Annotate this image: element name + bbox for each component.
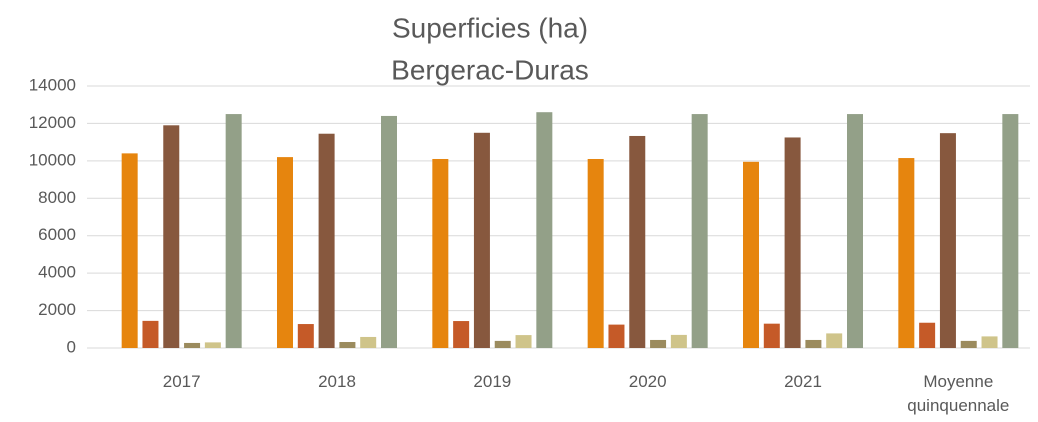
x-tick-label: 2019 <box>473 372 512 391</box>
bar <box>847 114 863 348</box>
x-tick-label: 2021 <box>784 372 822 391</box>
bar <box>473 132 490 348</box>
y-tick-label: 10000 <box>29 150 76 169</box>
bar <box>805 339 822 348</box>
bar <box>121 153 138 348</box>
y-tick-label: 6000 <box>38 225 76 244</box>
bar <box>743 161 759 348</box>
x-tick-label: 2020 <box>628 372 667 391</box>
bar <box>184 342 201 348</box>
bar <box>515 335 532 348</box>
bar <box>277 157 293 348</box>
bar <box>297 324 314 348</box>
x-tick-label: Moyenne quinquennale <box>907 372 1010 415</box>
bar <box>587 158 604 348</box>
bar <box>763 323 780 348</box>
bar <box>339 342 356 348</box>
chart-title: Superficies (ha) <box>392 12 588 43</box>
bar <box>494 340 511 348</box>
bar <box>1002 114 1019 348</box>
x-tick-label: 2017 <box>162 372 201 391</box>
y-tick-label: 0 <box>67 337 76 356</box>
bar <box>826 333 843 348</box>
bar <box>898 158 915 348</box>
bar <box>784 137 801 348</box>
bar <box>608 324 625 348</box>
bar <box>318 133 335 348</box>
y-tick-label: 4000 <box>38 263 76 282</box>
chart-subtitle: Bergerac-Duras <box>391 54 589 85</box>
y-tick-label: 14000 <box>29 75 76 94</box>
bar <box>360 336 377 348</box>
bar <box>670 334 687 348</box>
x-tick-label: 2018 <box>318 372 356 391</box>
bar <box>381 115 397 348</box>
bar <box>432 158 449 348</box>
bar <box>142 320 159 348</box>
bar <box>225 114 242 348</box>
bar <box>691 114 708 348</box>
bar <box>536 112 553 348</box>
bar <box>163 125 180 348</box>
bar <box>650 339 667 348</box>
y-tick-label: 8000 <box>38 188 76 207</box>
bar <box>453 321 470 348</box>
bar <box>960 340 977 348</box>
bar <box>629 135 646 348</box>
bar <box>939 133 956 348</box>
bar <box>919 322 936 348</box>
y-tick-label: 12000 <box>29 113 76 132</box>
y-tick-label: 2000 <box>38 300 76 319</box>
bar <box>204 342 221 348</box>
bar <box>981 336 998 348</box>
